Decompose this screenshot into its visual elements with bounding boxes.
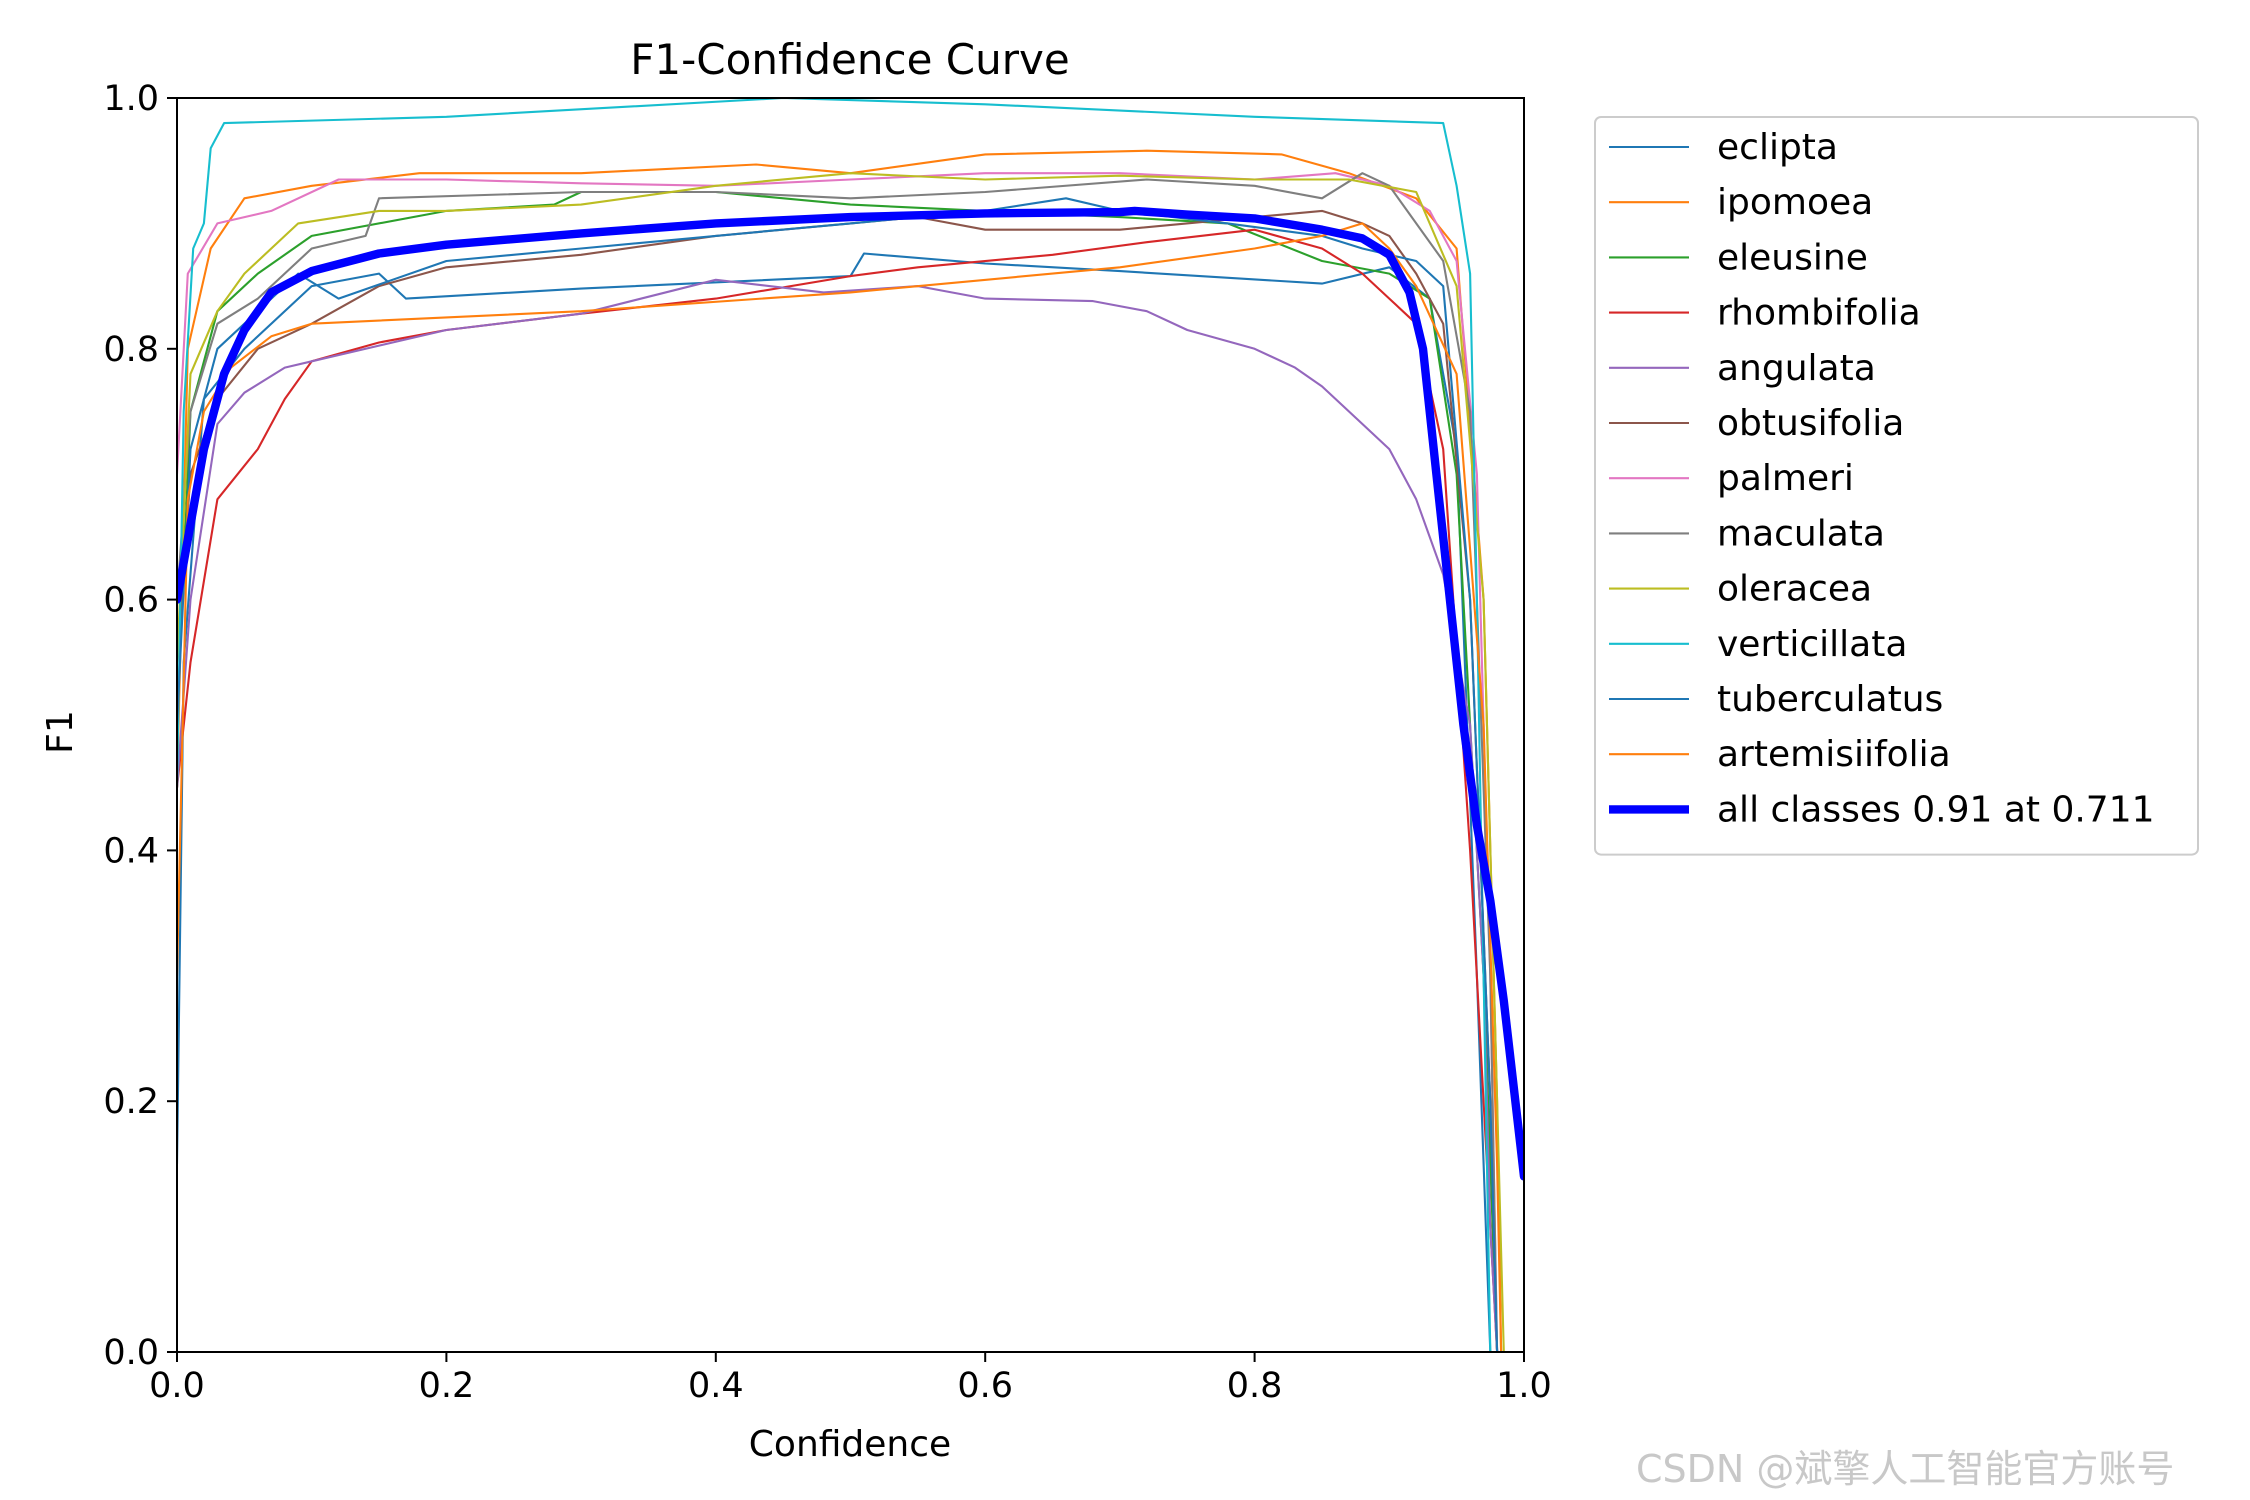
x-tick-label: 0.8 (1227, 1366, 1283, 1406)
legend-label: oleracea (1717, 569, 1872, 610)
y-tick-label: 0.0 (103, 1333, 159, 1373)
x-tick-label: 0.6 (957, 1366, 1013, 1406)
series-line-12 (177, 206, 1524, 1181)
series-line-6 (177, 172, 1499, 1352)
series-line-7 (177, 172, 1499, 1352)
legend-label: obtusifolia (1717, 403, 1904, 444)
series-line-5 (177, 209, 1499, 1352)
x-tick-label: 1.0 (1496, 1366, 1552, 1406)
watermark: CSDN @斌擎人工智能官方账号 (1636, 1447, 2175, 1491)
x-tick-label: 0.0 (149, 1366, 205, 1406)
legend-label: verticillata (1717, 624, 1907, 665)
x-tick-label: 0.2 (419, 1366, 475, 1406)
legend-label: eclipta (1717, 127, 1838, 168)
ticks-layer: 0.0 0.2 0.4 0.6 0.8 1.0 0.0 0.2 0.4 0.6 0.8 1.0 (103, 79, 1552, 1406)
legend-label: tuberculatus (1717, 679, 1943, 720)
legend-label: artemisiifolia (1717, 734, 1951, 775)
chart-title: F1-Confidence Curve (630, 35, 1069, 84)
y-tick-label: 0.4 (103, 831, 159, 871)
y-tick-label: 0.2 (103, 1082, 159, 1122)
legend-label: eleusine (1717, 237, 1868, 278)
y-axis-label: F1 (40, 710, 81, 754)
series-layer (177, 98, 1524, 1352)
series-line-9 (177, 98, 1492, 1352)
x-axis-label: Confidence (749, 1424, 951, 1465)
plot-frame (176, 97, 1525, 1353)
x-tick-label: 0.4 (688, 1366, 744, 1406)
series-line-8 (177, 172, 1505, 1352)
legend-label: ipomoea (1717, 182, 1873, 223)
legend-label: angulata (1717, 348, 1876, 389)
y-tick-label: 1.0 (103, 79, 159, 119)
legend-label: rhombifolia (1717, 293, 1921, 334)
legend: eclipta ipomoea eleusine rhombifolia angulat… (1594, 116, 2199, 856)
legend-box (1594, 116, 2199, 856)
legend-label: palmeri (1717, 458, 1854, 499)
legend-label: maculata (1717, 513, 1885, 554)
y-tick-label: 0.8 (103, 330, 159, 370)
legend-label: all classes 0.91 at 0.711 (1717, 789, 2155, 830)
y-tick-label: 0.6 (103, 581, 159, 621)
